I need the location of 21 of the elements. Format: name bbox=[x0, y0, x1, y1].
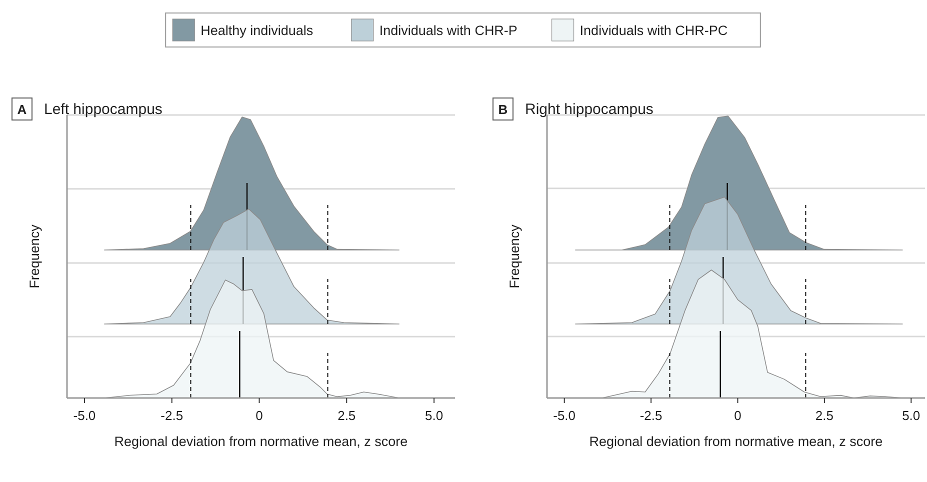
x-tick-label: -2.5 bbox=[160, 408, 184, 423]
text: A bbox=[17, 102, 28, 117]
x-axis-title: Regional deviation from normative mean, z score bbox=[589, 434, 883, 449]
legend-label: Individuals with CHR-P bbox=[379, 23, 518, 38]
x-tick-label: 5.0 bbox=[902, 408, 920, 423]
chart-title: Left hippocampus bbox=[44, 101, 162, 118]
x-tick-label: 0 bbox=[256, 408, 263, 423]
x-tick-label: -2.5 bbox=[640, 408, 662, 423]
x-tick-label: 2.5 bbox=[815, 408, 834, 423]
x-tick-label: -5.0 bbox=[73, 408, 96, 423]
x-axis-title: Regional deviation from normative mean, z score bbox=[114, 434, 408, 449]
x-tick-label: 2.5 bbox=[338, 408, 356, 423]
x-tick-label: 0 bbox=[734, 408, 742, 423]
chart-title: Right hippocampus bbox=[525, 101, 654, 118]
legend-label: Healthy individuals bbox=[200, 23, 314, 38]
text: Individuals with CHR-PC bbox=[580, 23, 728, 38]
x-tick-label: -5.0 bbox=[553, 408, 576, 423]
x-tick-label: 5.0 bbox=[424, 408, 444, 423]
text: B bbox=[498, 102, 508, 117]
y-axis-title: Frequency bbox=[27, 224, 42, 288]
y-axis-title: Frequency bbox=[507, 224, 522, 288]
